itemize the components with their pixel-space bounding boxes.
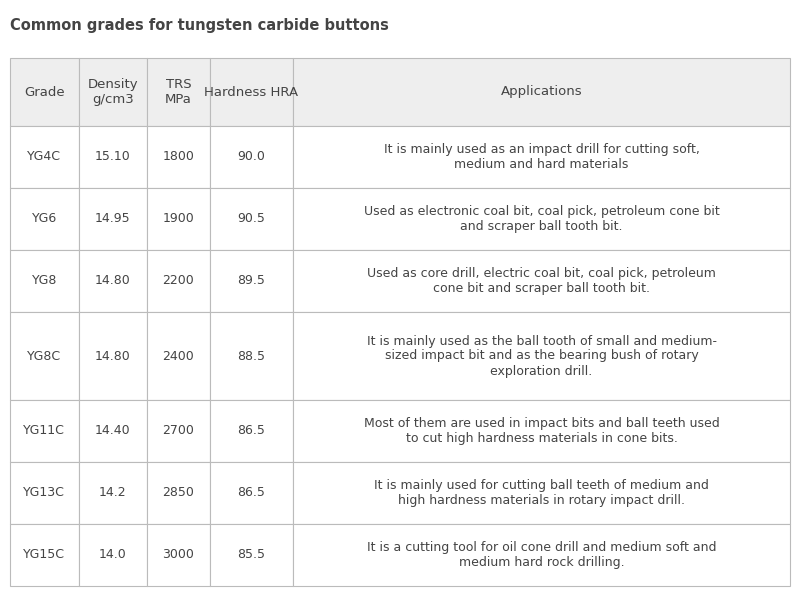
Bar: [78, 58, 147, 126]
Bar: [210, 58, 293, 126]
Text: 2700: 2700: [162, 425, 194, 437]
Bar: [147, 250, 210, 312]
Text: 14.95: 14.95: [95, 212, 130, 226]
Text: Density
g/cm3: Density g/cm3: [88, 78, 138, 106]
Text: YG8C: YG8C: [27, 349, 62, 362]
Text: 14.2: 14.2: [99, 487, 126, 499]
Bar: [210, 400, 293, 462]
Bar: [210, 250, 293, 312]
Text: YG6: YG6: [32, 212, 57, 226]
Bar: [78, 462, 147, 524]
Bar: [293, 126, 790, 188]
Bar: [10, 312, 78, 400]
Text: YG11C: YG11C: [23, 425, 66, 437]
Text: Most of them are used in impact bits and ball teeth used
to cut high hardness ma: Most of them are used in impact bits and…: [364, 417, 719, 445]
Bar: [210, 524, 293, 586]
Bar: [147, 312, 210, 400]
Bar: [78, 126, 147, 188]
Text: 14.80: 14.80: [95, 349, 131, 362]
Bar: [10, 462, 78, 524]
Text: It is a cutting tool for oil cone drill and medium soft and
medium hard rock dri: It is a cutting tool for oil cone drill …: [367, 541, 716, 569]
Text: YG8: YG8: [32, 275, 57, 287]
Text: TRS
MPa: TRS MPa: [165, 78, 192, 106]
Text: 90.5: 90.5: [238, 212, 266, 226]
Text: 85.5: 85.5: [238, 548, 266, 562]
Bar: [10, 400, 78, 462]
Text: 86.5: 86.5: [238, 425, 266, 437]
Text: It is mainly used for cutting ball teeth of medium and
high hardness materials i: It is mainly used for cutting ball teeth…: [374, 479, 709, 507]
Text: 1800: 1800: [162, 151, 194, 163]
Bar: [78, 312, 147, 400]
Bar: [147, 126, 210, 188]
Bar: [293, 250, 790, 312]
Text: Hardness HRA: Hardness HRA: [204, 85, 298, 98]
Bar: [78, 250, 147, 312]
Bar: [10, 524, 78, 586]
Text: 3000: 3000: [162, 548, 194, 562]
Text: 86.5: 86.5: [238, 487, 266, 499]
Text: 14.40: 14.40: [95, 425, 130, 437]
Text: YG15C: YG15C: [23, 548, 66, 562]
Bar: [147, 400, 210, 462]
Bar: [293, 462, 790, 524]
Text: Grade: Grade: [24, 85, 65, 98]
Bar: [147, 58, 210, 126]
Text: 14.80: 14.80: [95, 275, 131, 287]
Bar: [210, 188, 293, 250]
Text: Used as core drill, electric coal bit, coal pick, petroleum
cone bit and scraper: Used as core drill, electric coal bit, c…: [367, 267, 716, 295]
Bar: [293, 188, 790, 250]
Bar: [147, 188, 210, 250]
Text: 14.0: 14.0: [99, 548, 127, 562]
Text: 2200: 2200: [162, 275, 194, 287]
Text: 90.0: 90.0: [238, 151, 266, 163]
Text: Applications: Applications: [501, 85, 582, 98]
Text: 15.10: 15.10: [95, 151, 131, 163]
Bar: [210, 126, 293, 188]
Bar: [293, 312, 790, 400]
Text: It is mainly used as an impact drill for cutting soft,
medium and hard materials: It is mainly used as an impact drill for…: [384, 143, 699, 171]
Text: It is mainly used as the ball tooth of small and medium-
sized impact bit and as: It is mainly used as the ball tooth of s…: [366, 335, 717, 377]
Text: 88.5: 88.5: [238, 349, 266, 362]
Bar: [293, 58, 790, 126]
Bar: [10, 126, 78, 188]
Bar: [10, 250, 78, 312]
Text: YG4C: YG4C: [27, 151, 62, 163]
Text: 2400: 2400: [162, 349, 194, 362]
Text: 1900: 1900: [162, 212, 194, 226]
Text: 2850: 2850: [162, 487, 194, 499]
Text: Common grades for tungsten carbide buttons: Common grades for tungsten carbide butto…: [10, 18, 389, 33]
Bar: [147, 462, 210, 524]
Bar: [293, 524, 790, 586]
Bar: [10, 58, 78, 126]
Text: Used as electronic coal bit, coal pick, petroleum cone bit
and scraper ball toot: Used as electronic coal bit, coal pick, …: [364, 205, 719, 233]
Bar: [293, 400, 790, 462]
Bar: [78, 524, 147, 586]
Text: 89.5: 89.5: [238, 275, 266, 287]
Text: YG13C: YG13C: [23, 487, 66, 499]
Bar: [210, 312, 293, 400]
Bar: [78, 188, 147, 250]
Bar: [10, 188, 78, 250]
Bar: [210, 462, 293, 524]
Bar: [147, 524, 210, 586]
Bar: [78, 400, 147, 462]
